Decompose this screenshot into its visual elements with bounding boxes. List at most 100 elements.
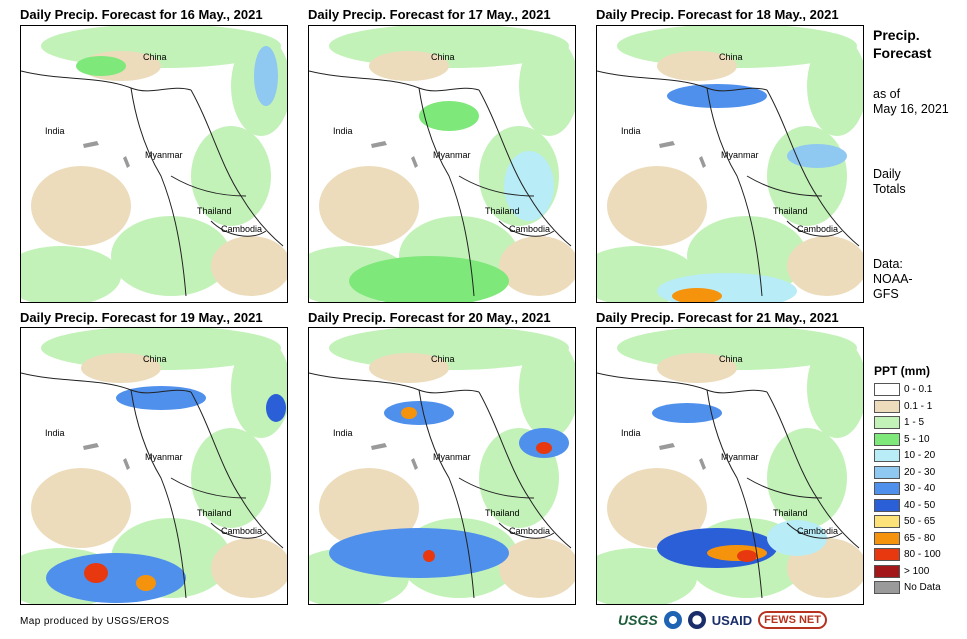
precip-area (807, 36, 863, 136)
country-label-cambodia: Cambodia (797, 224, 839, 234)
legend-swatch (874, 498, 900, 512)
legend-label: 40 - 50 (904, 499, 936, 511)
country-label-thailand: Thailand (773, 206, 808, 216)
legend-item: > 100 (874, 564, 929, 579)
no-data-area (659, 443, 706, 470)
precip-area (369, 353, 449, 383)
no-data-area (83, 443, 130, 470)
country-label-china: China (143, 354, 167, 364)
map-panel-20: China India Myanmar Thailand Cambodia (308, 327, 576, 605)
legend-item: 65 - 80 (874, 531, 935, 546)
precip-area (81, 353, 161, 383)
precip-area (191, 428, 271, 528)
precip-area (211, 538, 287, 598)
panel-title-20: Daily Precip. Forecast for 20 May., 2021 (308, 310, 551, 325)
legend-label: 30 - 40 (904, 483, 936, 494)
precip-area (499, 538, 575, 598)
panel-title-16: Daily Precip. Forecast for 16 May., 2021 (20, 7, 263, 22)
country-label-thailand: Thailand (485, 508, 520, 518)
legend-item: 20 - 30 (874, 465, 935, 480)
sidebar-heading-line1: Precip. (873, 27, 920, 43)
precip-area (319, 468, 419, 548)
legend-label: 10 - 20 (904, 450, 936, 461)
country-label-china: China (719, 354, 743, 364)
legend-swatch (874, 416, 900, 429)
precip-area (329, 528, 509, 578)
country-border (786, 220, 843, 237)
precip-map (21, 26, 287, 302)
precip-area (31, 468, 131, 548)
legend-label: 65 - 80 (904, 532, 936, 544)
precip-area (211, 236, 287, 296)
precip-area (657, 51, 737, 81)
country-border (706, 389, 763, 599)
country-border (130, 87, 187, 297)
precip-area (597, 548, 697, 604)
precip-area (76, 56, 126, 76)
country-label-india: India (45, 126, 65, 136)
country-border (210, 220, 267, 237)
map-panel-18: China India Myanmar Thailand Cambodia (596, 25, 864, 303)
panel-title-17: Daily Precip. Forecast for 17 May., 2021 (308, 7, 551, 22)
legend-item: 1 - 5 (874, 415, 924, 430)
precip-area (667, 84, 767, 108)
country-border (418, 389, 475, 599)
precip-map (309, 26, 575, 302)
country-border (210, 522, 267, 539)
country-label-cambodia: Cambodia (221, 526, 263, 536)
country-label-thailand: Thailand (197, 206, 232, 216)
country-label-china: China (143, 52, 167, 62)
country-border (170, 175, 247, 197)
precip-map (309, 328, 575, 604)
country-border (21, 372, 192, 394)
precip-area (266, 394, 286, 422)
legend-item: 40 - 50 (874, 498, 935, 513)
country-label-myanmar: Myanmar (721, 150, 759, 160)
legend-swatch (874, 482, 900, 495)
precip-area (384, 401, 454, 425)
precip-area (191, 126, 271, 226)
legend-swatch (874, 399, 900, 413)
map-panel-16: China India Myanmar Thailand Cambodia (20, 25, 288, 303)
country-label-myanmar: Myanmar (433, 150, 471, 160)
country-label-china: China (431, 52, 455, 62)
legend-swatch (874, 564, 900, 578)
data-source-line1: Data: (873, 257, 903, 271)
precip-area (499, 236, 575, 296)
data-source-line3: GFS (873, 287, 899, 301)
precip-area (519, 338, 575, 438)
country-border (597, 70, 768, 92)
legend-item: 30 - 40 (874, 481, 935, 496)
precip-area (807, 338, 863, 438)
asof-line2: May 16, 2021 (873, 102, 949, 116)
legend-swatch (874, 449, 900, 462)
fews-net-logo: FEWS NET (758, 611, 827, 629)
country-border (706, 87, 763, 297)
country-label-india: India (45, 428, 65, 438)
country-border (309, 372, 480, 394)
country-label-thailand: Thailand (485, 206, 520, 216)
country-label-cambodia: Cambodia (797, 526, 839, 536)
map-panel-17: China India Myanmar Thailand Cambodia (308, 25, 576, 303)
legend-swatch (874, 581, 900, 594)
country-label-india: India (621, 126, 641, 136)
noaa-logo (663, 611, 682, 629)
no-data-area (83, 141, 130, 168)
legend-label: 5 - 10 (904, 433, 930, 445)
map-panel-19: China India Myanmar Thailand Cambodia (20, 327, 288, 605)
country-label-china: China (431, 354, 455, 364)
country-label-india: India (333, 126, 353, 136)
country-border (418, 87, 475, 297)
precip-area (254, 46, 278, 106)
legend-label: 1 - 5 (904, 417, 925, 428)
precip-area (787, 144, 847, 168)
country-border (458, 477, 535, 499)
country-label-thailand: Thailand (197, 508, 232, 518)
country-label-myanmar: Myanmar (721, 452, 759, 462)
legend-item: 10 - 20 (874, 448, 935, 463)
precip-area (46, 553, 186, 603)
country-border (130, 389, 187, 599)
country-border (746, 477, 823, 499)
usaid-logo: USAID (711, 612, 753, 628)
country-border (21, 70, 192, 92)
